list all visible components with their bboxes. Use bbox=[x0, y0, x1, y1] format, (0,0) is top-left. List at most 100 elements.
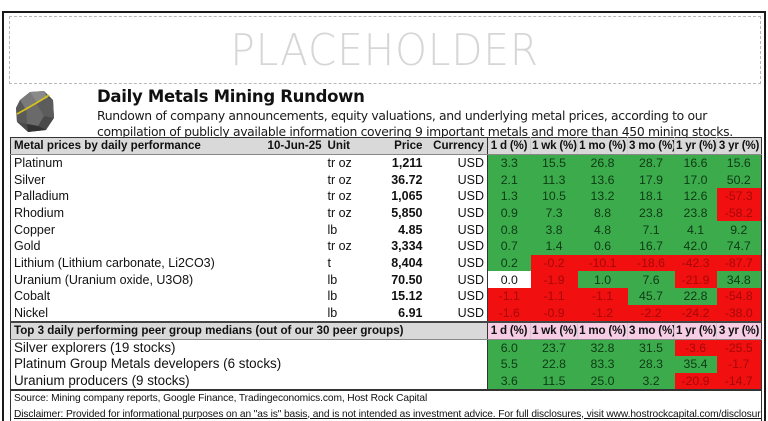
description-line: Rundown of company announcements, equity… bbox=[97, 108, 707, 123]
metals-header-row: Metal prices by daily performance 10-Jun… bbox=[10, 137, 762, 155]
metals-table-title: Metal prices by daily performance bbox=[10, 137, 265, 155]
perf-cell: 0.0 bbox=[487, 271, 531, 288]
metal-unit: tr oz bbox=[327, 239, 352, 254]
perf-cell: 42.0 bbox=[674, 237, 717, 255]
perf-cell: -58.2 bbox=[716, 204, 762, 222]
perf-cell: 3.8 bbox=[530, 221, 578, 238]
metal-unit: tr oz bbox=[327, 205, 352, 220]
metal-price: 1,211 bbox=[391, 156, 423, 171]
perf-header-1yr: 1 yr (%) bbox=[674, 137, 717, 155]
peer-group-name: Uranium producers (9 stocks) bbox=[14, 372, 190, 388]
metal-price: 36.72 bbox=[391, 172, 423, 187]
peer-group-name: Platinum Group Metals developers (6 stoc… bbox=[14, 356, 282, 372]
metal-row: Rhodium tr oz 5,850 USD 0.9 7.3 8.8 23.8 23.8 -58… bbox=[11, 204, 762, 222]
metal-currency: USD bbox=[457, 189, 484, 204]
perf-header-1d: 1 d (%) bbox=[487, 137, 531, 155]
perf-cell: 2.1 bbox=[487, 171, 531, 188]
metal-currency: USD bbox=[457, 239, 484, 254]
perf-cell: -24.2 bbox=[674, 304, 717, 322]
perf-cell: 0.8 bbox=[487, 221, 531, 238]
metal-unit: lb bbox=[327, 289, 338, 304]
metal-name: Nickel bbox=[14, 305, 49, 320]
currency-header: Currency bbox=[425, 137, 488, 155]
unit-header: Unit bbox=[324, 137, 370, 155]
placeholder-banner: PLACEHOLDER bbox=[9, 16, 761, 84]
price-header: Price bbox=[369, 137, 426, 155]
perf-cell: 8.8 bbox=[577, 204, 628, 222]
perf-header-1wk: 1 wk (%) bbox=[530, 137, 578, 155]
peer-perf-header-3mo: 3 mo (%) bbox=[627, 320, 675, 340]
metals-table: Metal prices by daily performance 10-Jun… bbox=[10, 137, 762, 421]
perf-cell: 4.1 bbox=[674, 221, 717, 238]
perf-cell: 16.6 bbox=[674, 154, 717, 172]
perf-cell: 13.2 bbox=[577, 187, 628, 205]
metal-price: 6.91 bbox=[398, 305, 423, 320]
metal-row: Copper lb 4.85 USD 0.8 3.8 4.8 7.1 4.1 9.2 bbox=[11, 221, 762, 238]
perf-cell: -0.2 bbox=[530, 254, 578, 272]
disclaimer-link[interactable]: Disclaimer: Provided for informational p… bbox=[14, 408, 762, 420]
perf-cell: -1.6 bbox=[487, 304, 531, 322]
perf-cell: -2.2 bbox=[627, 304, 675, 322]
perf-cell: 11.5 bbox=[530, 372, 578, 390]
perf-cell: -0.9 bbox=[530, 304, 578, 322]
metal-currency: USD bbox=[457, 156, 484, 171]
perf-cell: 23.8 bbox=[627, 204, 675, 222]
metal-name: Silver bbox=[14, 172, 46, 187]
perf-cell: 83.3 bbox=[577, 355, 628, 373]
metal-unit: t bbox=[327, 255, 331, 270]
disclaimer-row: Disclaimer: Provided for informational p… bbox=[11, 407, 762, 421]
perf-cell: 3.2 bbox=[627, 372, 675, 390]
metal-name: Rhodium bbox=[14, 205, 65, 220]
perf-cell: 13.6 bbox=[577, 171, 628, 188]
metal-unit: tr oz bbox=[327, 172, 352, 187]
perf-cell: -1.7 bbox=[716, 355, 762, 373]
perf-cell: 28.7 bbox=[627, 154, 675, 172]
perf-cell: 22.8 bbox=[674, 288, 717, 305]
perf-cell: 17.0 bbox=[674, 171, 717, 188]
perf-cell: -25.5 bbox=[716, 339, 762, 356]
perf-cell: 28.3 bbox=[627, 355, 675, 373]
perf-cell: 12.6 bbox=[674, 187, 717, 205]
peer-perf-header-1wk: 1 wk (%) bbox=[530, 320, 578, 340]
metal-currency: USD bbox=[457, 205, 484, 220]
perf-cell: -10.1 bbox=[577, 254, 628, 272]
metal-row: Nickel lb 6.91 USD -1.6 -0.9 -1.2 -2.2 -24.2 -38.… bbox=[11, 304, 762, 322]
perf-cell: -42.3 bbox=[674, 254, 717, 272]
metal-row: Platinum tr oz 1,211 USD 3.3 15.5 26.8 28.7 16.6… bbox=[11, 154, 762, 172]
perf-cell: -54.8 bbox=[716, 288, 762, 305]
perf-cell: 0.9 bbox=[487, 204, 531, 222]
metal-price: 15.12 bbox=[391, 289, 423, 304]
metal-currency: USD bbox=[457, 255, 484, 270]
metal-currency: USD bbox=[457, 305, 484, 320]
metal-name: Lithium (Lithium carbonate, Li2CO3) bbox=[14, 255, 215, 270]
metal-currency: USD bbox=[457, 289, 484, 304]
peer-header-row: Top 3 daily performing peer group median… bbox=[10, 320, 762, 340]
perf-cell: 7.6 bbox=[627, 271, 675, 288]
perf-cell: 26.8 bbox=[577, 154, 628, 172]
metal-row: Palladium tr oz 1,065 USD 1.3 10.5 13.2 18.1 12.… bbox=[11, 187, 762, 205]
metal-name: Copper bbox=[14, 222, 55, 237]
peer-perf-header-1yr: 1 yr (%) bbox=[674, 320, 717, 340]
perf-cell: 10.5 bbox=[530, 187, 578, 205]
perf-cell: 32.8 bbox=[577, 339, 628, 356]
metal-name: Uranium (Uranium oxide, U3O8) bbox=[14, 272, 194, 287]
perf-cell: 22.8 bbox=[530, 355, 578, 373]
perf-cell: 17.9 bbox=[627, 171, 675, 188]
metal-name: Cobalt bbox=[14, 289, 51, 304]
metal-unit: lb bbox=[327, 272, 338, 287]
metal-currency: USD bbox=[457, 172, 484, 187]
report-description: Rundown of company announcements, equity… bbox=[97, 108, 767, 139]
perf-cell: 34.8 bbox=[716, 271, 762, 288]
perf-cell: -57.3 bbox=[716, 187, 762, 205]
perf-cell: 1.0 bbox=[577, 271, 628, 288]
perf-cell: -1.1 bbox=[577, 288, 628, 305]
source-text: Source: Mining company reports, Google F… bbox=[10, 388, 762, 407]
metal-price: 4.85 bbox=[398, 222, 423, 237]
metal-row: Uranium (Uranium oxide, U3O8) lb 70.50 USD 0… bbox=[11, 271, 762, 288]
metal-unit: lb bbox=[327, 305, 338, 320]
metal-row: Silver tr oz 36.72 USD 2.1 11.3 13.6 17.9 17.0 50… bbox=[11, 171, 762, 188]
perf-cell: -20.9 bbox=[674, 372, 717, 390]
perf-cell: 25.0 bbox=[577, 372, 628, 390]
perf-cell: 4.8 bbox=[577, 221, 628, 238]
perf-cell: 35.4 bbox=[674, 355, 717, 373]
